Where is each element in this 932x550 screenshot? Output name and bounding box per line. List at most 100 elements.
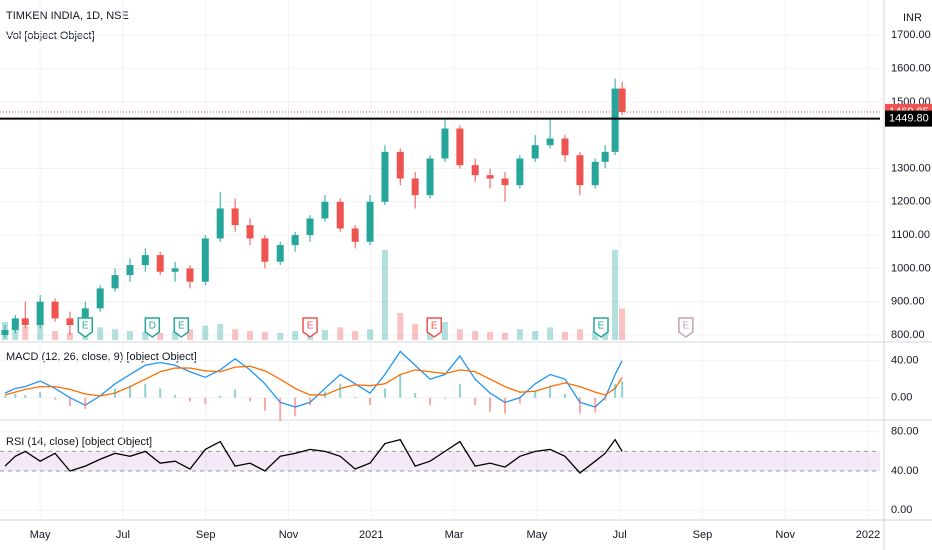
y-tick-label: 800.00 (891, 329, 925, 341)
x-tick-label: Jul (116, 529, 130, 541)
volume-bar (112, 329, 119, 340)
x-tick-label: Nov (279, 529, 299, 541)
histogram-bar (369, 397, 372, 406)
candle-body (126, 265, 134, 276)
volume-bar (277, 332, 284, 340)
x-tick-label: May (30, 529, 51, 541)
candle-body (66, 318, 74, 326)
volume-bar (202, 325, 209, 340)
price-line-badge (885, 110, 932, 127)
histogram-bar (84, 397, 87, 409)
candle-body (501, 178, 509, 186)
event-marker-label: E (307, 321, 314, 332)
volume-bar (562, 331, 569, 340)
histogram-bar (68, 397, 71, 407)
candle-body (276, 245, 284, 262)
y-tick-label: 1000.00 (891, 262, 931, 274)
candle-body (351, 228, 359, 242)
histogram-bar (309, 397, 312, 406)
histogram-bar (614, 383, 617, 398)
volume-bar (501, 332, 508, 340)
volume-bar (412, 323, 419, 340)
x-tick-label: Sep (693, 529, 713, 541)
histogram-bar (174, 394, 177, 398)
volume-bar (142, 331, 149, 340)
histogram-bar (144, 383, 147, 398)
candle-body (111, 275, 119, 289)
event-marker (173, 317, 190, 338)
volume-bar (186, 329, 193, 340)
histogram-bar (249, 397, 252, 402)
histogram-bar (489, 397, 492, 412)
volume-bar (126, 331, 133, 340)
y-tick-label: 0.00 (891, 392, 912, 404)
x-tick-label: May (526, 529, 547, 541)
price-line-label: 1449.80 (889, 113, 929, 125)
candle-body (591, 161, 599, 186)
histogram-bar (534, 390, 537, 398)
histogram-bar (339, 383, 342, 398)
event-marker-label: E (683, 321, 690, 332)
indicator-line (4, 365, 623, 397)
currency: INR (903, 12, 922, 24)
histogram-bar (474, 397, 477, 406)
candle-body (336, 201, 344, 229)
candle-body (21, 318, 29, 326)
candle-body (216, 208, 224, 239)
volume-bar (367, 329, 374, 340)
event-marker-label: E (82, 321, 89, 332)
histogram-bar (503, 397, 506, 414)
x-tick-label: Jul (613, 529, 627, 541)
volume-bar (37, 323, 44, 340)
candle-body (516, 158, 524, 186)
macd-title: MACD (12, 26, close, 9) [object Object] (6, 351, 197, 363)
volume-bar (292, 331, 299, 340)
histogram-bar (443, 397, 446, 399)
histogram-bar (429, 397, 432, 406)
event-marker (426, 317, 442, 338)
volume-bar (592, 331, 599, 340)
volume-bar (619, 308, 626, 340)
volume-bar (441, 322, 448, 340)
y-tick-label: 0.00 (891, 504, 912, 516)
event-marker (77, 317, 94, 338)
volume-bar (217, 323, 224, 340)
y-tick-label: 40.00 (891, 355, 919, 367)
event-marker (678, 317, 694, 338)
histogram-bar (188, 397, 191, 402)
volume-bar (97, 327, 104, 340)
volume-bar (172, 331, 179, 340)
rsi-band (0, 451, 880, 471)
x-tick-label: 2021 (359, 529, 383, 541)
event-marker-label: E (431, 321, 438, 332)
volume-bar (66, 332, 73, 340)
candle-body (426, 158, 434, 196)
volume-bar (261, 331, 268, 340)
candle-body (546, 138, 554, 146)
x-tick-label: Sep (196, 529, 216, 541)
candle-body (441, 128, 449, 159)
candle-body (11, 318, 19, 331)
candle-body (246, 225, 254, 239)
candle-body (201, 238, 209, 282)
volume-bar (157, 332, 164, 340)
volume-bar (576, 329, 583, 340)
histogram-bar (578, 397, 581, 414)
volume-bar (516, 329, 523, 340)
candle-body (96, 288, 104, 309)
y-tick-label: 1700.00 (891, 29, 931, 41)
y-tick-label: 1600.00 (891, 63, 931, 75)
volume-bar (397, 313, 404, 340)
event-marker (144, 317, 161, 338)
histogram-bar (114, 388, 117, 398)
candle-body (486, 175, 494, 179)
candle-body (396, 151, 404, 179)
y-tick-label: 1200.00 (891, 196, 931, 208)
event-marker-label: D (149, 321, 156, 332)
y-tick-label: 1300.00 (891, 162, 931, 174)
y-tick-label: 80.00 (891, 426, 919, 438)
volume-bar (337, 327, 344, 340)
volume-bar (12, 329, 19, 340)
volume-bar (456, 329, 463, 340)
